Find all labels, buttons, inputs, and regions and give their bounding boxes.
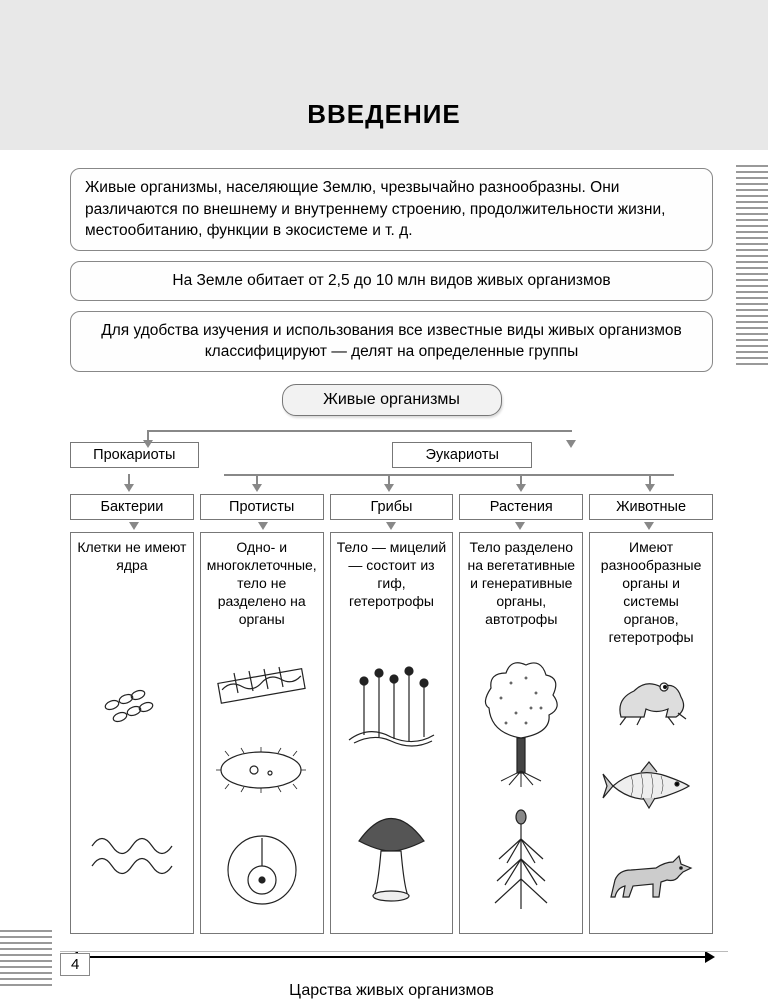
horsetail-icon	[486, 809, 556, 919]
spirogyra-icon	[214, 661, 309, 711]
connector-root-to-groups	[70, 414, 713, 442]
node-prokaryotes: Прокариоты	[70, 442, 199, 468]
fact-box: На Земле обитает от 2,5 до 10 млн видов …	[70, 261, 713, 301]
footer-rule	[60, 951, 728, 952]
kingdom-columns: Клетки не имеют ядра	[70, 532, 713, 933]
kingdoms-caption: Царства живых организмов	[70, 982, 713, 1000]
bacteria-illustration	[71, 643, 193, 932]
classification-note-box: Для удобства изучения и использования вс…	[70, 311, 713, 372]
plants-illustration	[460, 643, 582, 932]
domain-row: Прокариоты Эукариоты	[70, 442, 713, 468]
spirilla-icon	[87, 826, 177, 886]
tree-icon	[471, 653, 571, 793]
animals-illustration	[590, 653, 712, 933]
header-band: ВВЕДЕНИЕ	[0, 0, 768, 150]
kingdom-col-fungi: Тело — мицелий — состоит из гиф, гетерот…	[330, 532, 454, 933]
mushroom-icon	[344, 796, 439, 906]
connector-groups-to-kingdoms	[70, 468, 713, 492]
kingdom-desc-0: Клетки не имеют ядра	[71, 533, 193, 643]
kingdoms-span-arrow	[70, 948, 713, 978]
mold-icon	[344, 665, 439, 755]
kingdom-col-plants: Тело разделено на вегетативные и генерат…	[459, 532, 583, 933]
wolf-icon	[601, 842, 701, 912]
kingdom-name-2: Грибы	[330, 494, 454, 520]
kingdom-desc-2: Тело — мицелий — состоит из гиф, гетерот…	[331, 533, 453, 643]
kingdom-name-4: Животные	[589, 494, 713, 520]
kingdom-col-bacteria: Клетки не имеют ядра	[70, 532, 194, 933]
content-area: Живые организмы, населяющие Землю, чрезв…	[70, 168, 713, 1000]
kingdom-desc-4: Имеют разнообразные органы и системы орг…	[590, 533, 712, 652]
kingdom-desc-3: Тело разделено на вегетативные и генерат…	[460, 533, 582, 643]
protists-illustration	[201, 643, 323, 932]
frog-icon	[606, 669, 696, 729]
kingdom-col-animals: Имеют разнообразные органы и системы орг…	[589, 532, 713, 933]
page-number: 4	[60, 953, 90, 976]
intro-paragraph-box: Живые организмы, населяющие Землю, чрезв…	[70, 168, 713, 251]
kingdom-name-3: Растения	[459, 494, 583, 520]
kingdom-desc-1: Одно- и многоклеточные, тело не разделен…	[201, 533, 323, 643]
kingdom-name-1: Протисты	[200, 494, 324, 520]
kingdom-name-0: Бактерии	[70, 494, 194, 520]
node-eukaryotes: Эукариоты	[392, 442, 532, 468]
kingdom-name-row: Бактерии Протисты Грибы Растения Животны…	[70, 494, 713, 520]
tree-root-node: Живые организмы	[282, 384, 502, 416]
kingdom-col-protists: Одно- и многоклеточные, тело не разделен…	[200, 532, 324, 933]
decorative-stripes-right	[736, 165, 768, 365]
paramecium-icon	[214, 743, 309, 798]
page: ВВЕДЕНИЕ Живые организмы, населяющие Зем…	[0, 0, 768, 1000]
connector-names-to-cols	[70, 522, 713, 530]
fish-icon	[601, 758, 701, 813]
chapter-title: ВВЕДЕНИЕ	[0, 99, 768, 130]
cocci-icon	[92, 685, 172, 745]
fungi-illustration	[331, 643, 453, 932]
decorative-stripes-left	[0, 930, 52, 990]
volvox-icon	[222, 830, 302, 910]
